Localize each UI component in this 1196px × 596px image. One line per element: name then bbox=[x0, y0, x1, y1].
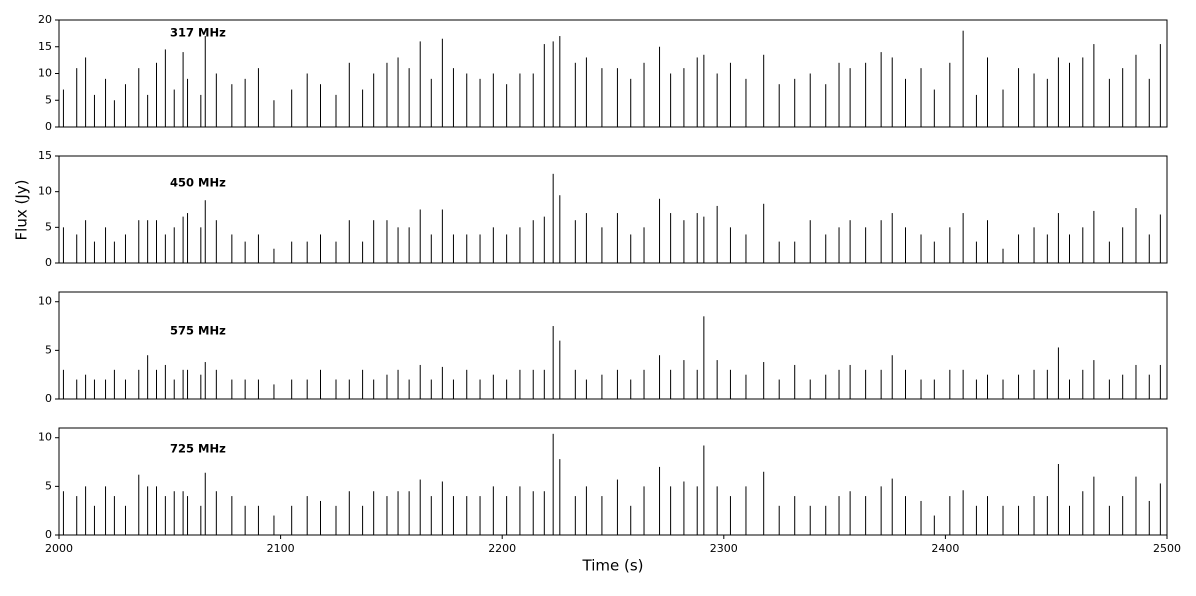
y-tick-label: 10 bbox=[38, 295, 52, 308]
y-tick-label: 10 bbox=[38, 185, 52, 198]
y-tick-label: 10 bbox=[38, 431, 52, 444]
y-tick-label: 20 bbox=[38, 13, 52, 26]
y-tick-label: 15 bbox=[38, 40, 52, 53]
panel-frame bbox=[58, 155, 1168, 264]
band-label: 575 MHz bbox=[170, 324, 226, 338]
x-tick-label: 2100 bbox=[267, 542, 295, 555]
y-tick-label: 15 bbox=[38, 149, 52, 162]
y-tick-label: 0 bbox=[45, 256, 52, 269]
y-tick-label: 5 bbox=[45, 220, 52, 233]
y-tick-label: 10 bbox=[38, 67, 52, 80]
x-tick-label: 2300 bbox=[710, 542, 738, 555]
x-tick-label: 2200 bbox=[488, 542, 516, 555]
y-tick-label: 0 bbox=[45, 528, 52, 541]
y-tick-label: 0 bbox=[45, 392, 52, 405]
band-label: 725 MHz bbox=[170, 442, 226, 456]
y-tick-label: 5 bbox=[45, 343, 52, 356]
y-axis-label: Flux (Jy) bbox=[13, 180, 31, 241]
y-tick-label: 5 bbox=[45, 479, 52, 492]
x-tick-label: 2500 bbox=[1153, 542, 1181, 555]
y-tick-label: 0 bbox=[45, 120, 52, 133]
band-label: 450 MHz bbox=[170, 176, 226, 190]
panel-frame bbox=[58, 291, 1168, 400]
panel-frame bbox=[58, 427, 1168, 536]
y-tick-label: 5 bbox=[45, 93, 52, 106]
x-axis-label: Time (s) bbox=[582, 557, 644, 575]
band-label: 317 MHz bbox=[170, 26, 226, 40]
x-tick-label: 2000 bbox=[45, 542, 73, 555]
x-tick-label: 2400 bbox=[931, 542, 959, 555]
